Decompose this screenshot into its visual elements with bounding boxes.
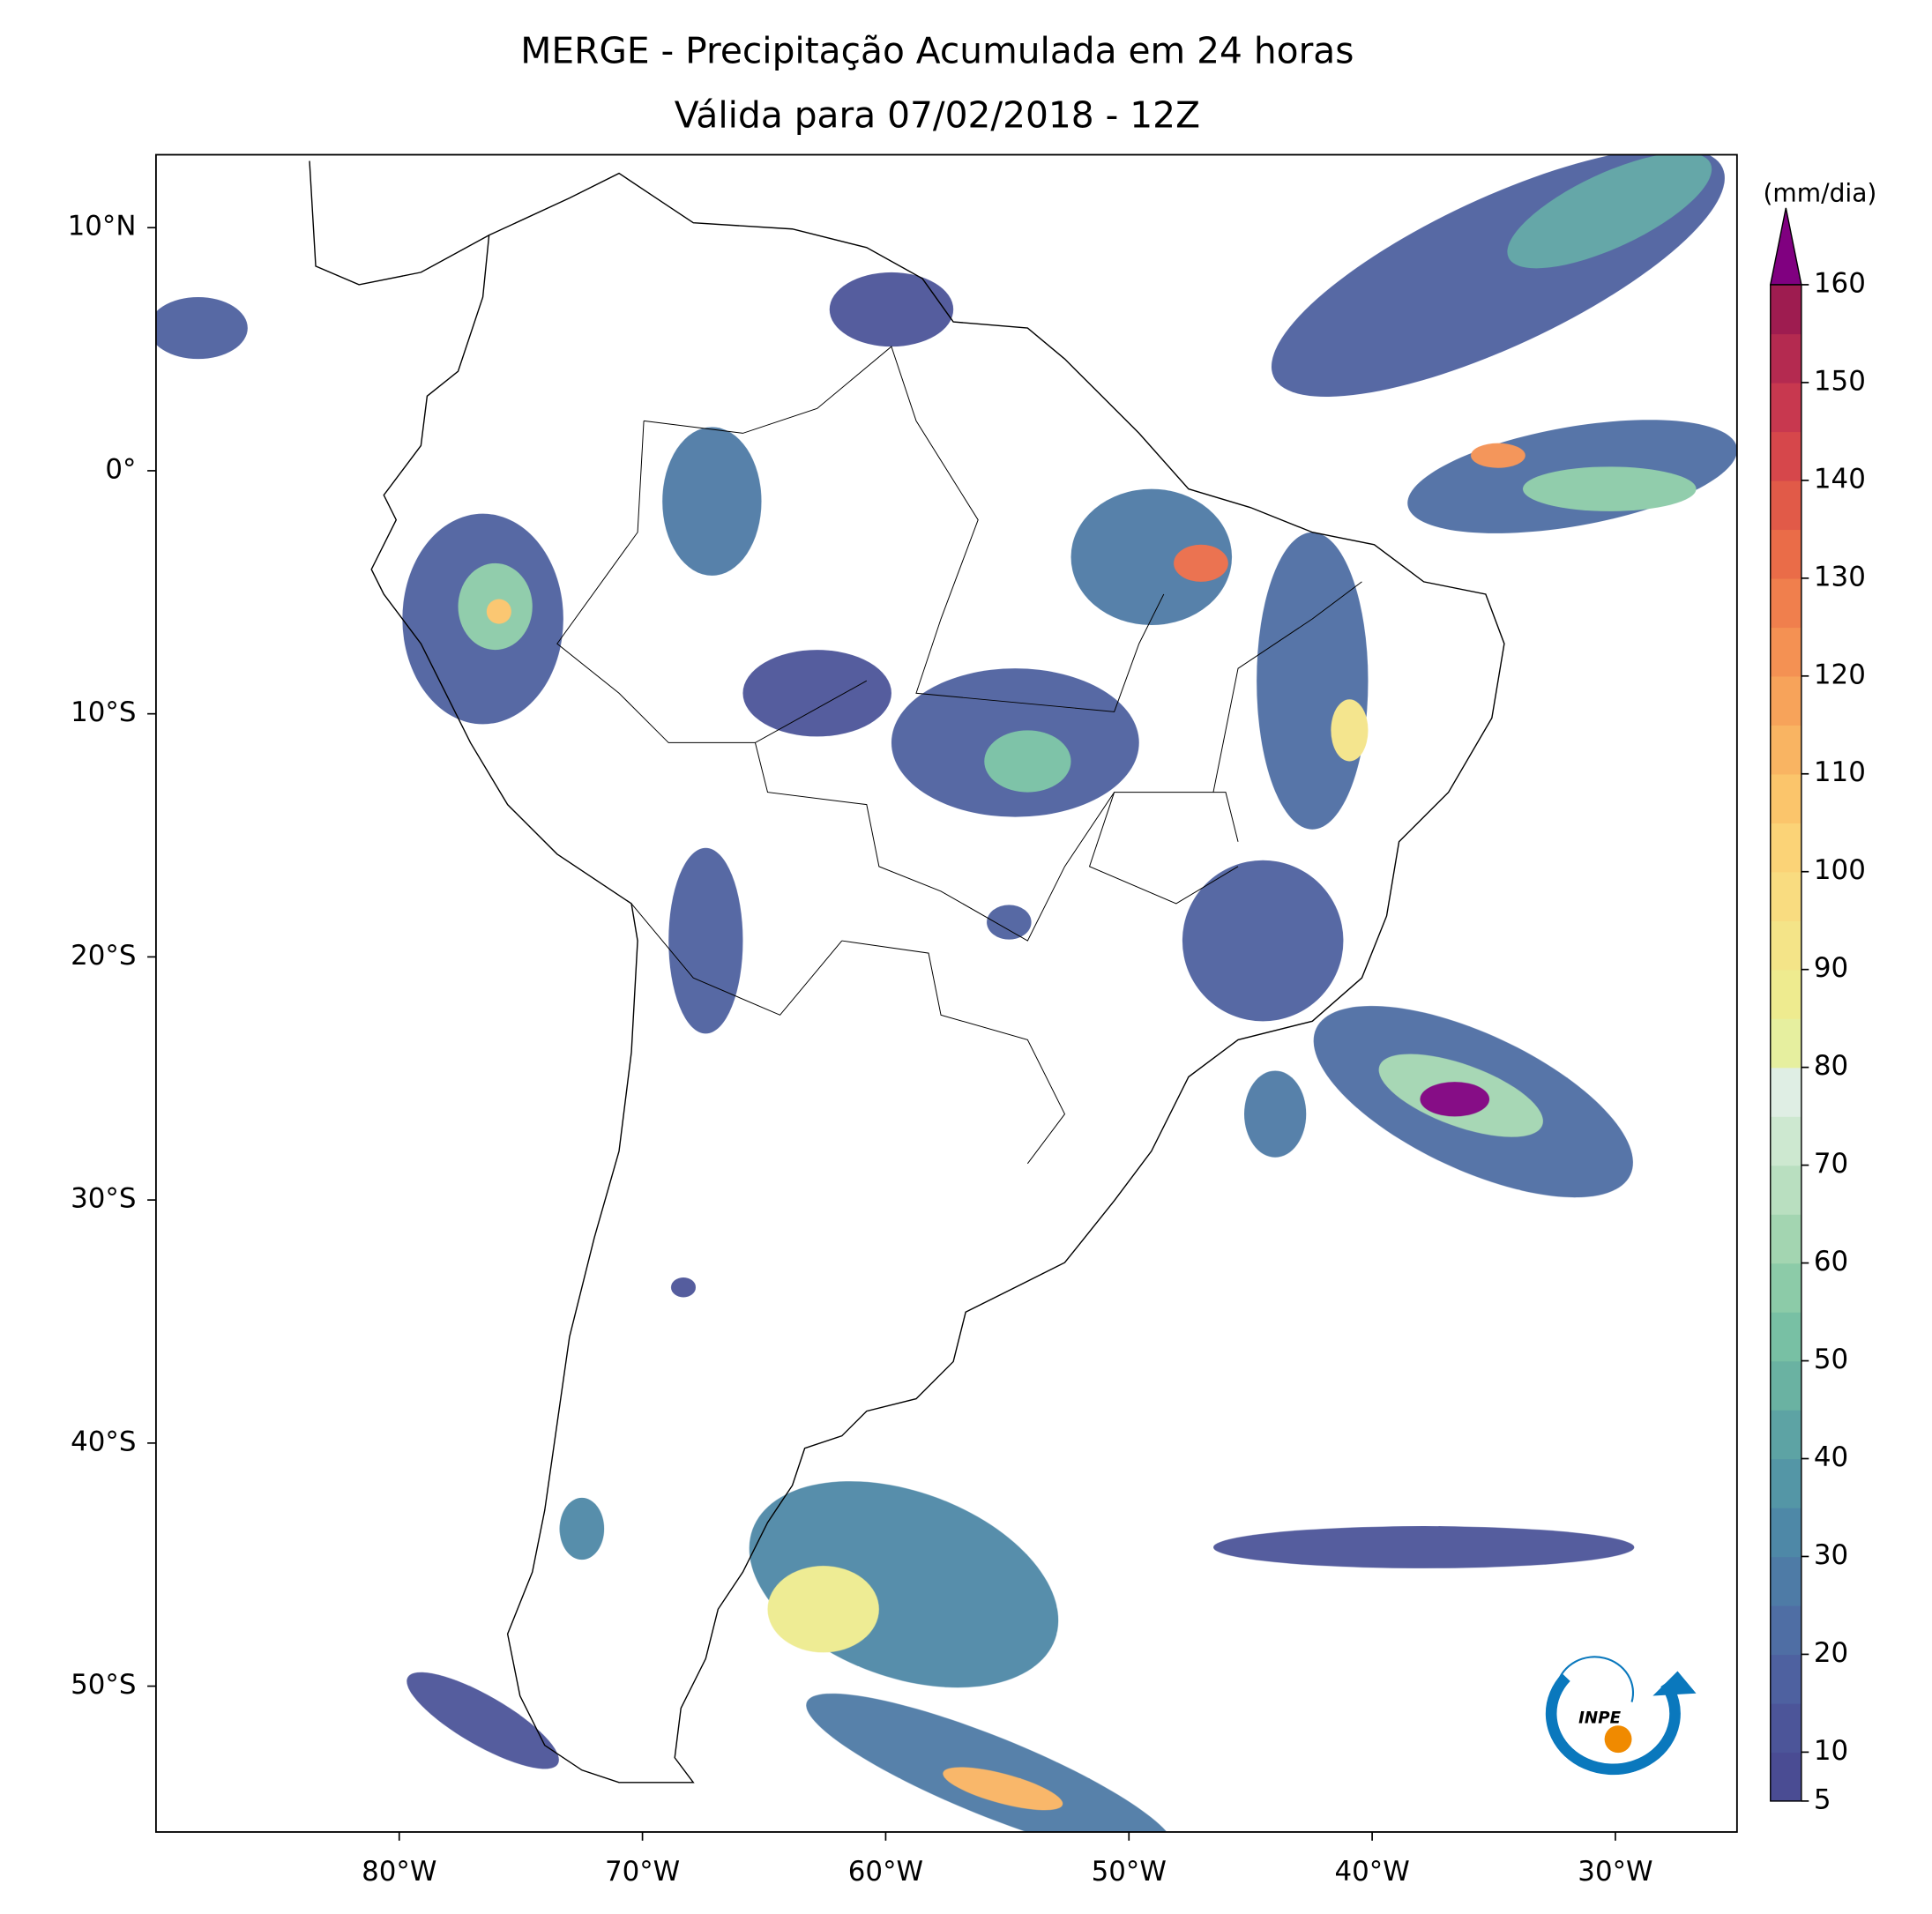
colorbar-tick-label: 130 [1814,561,1866,592]
map-area: INPE [155,154,1737,1832]
colorbar-band [1770,871,1801,921]
colorbar-band [1770,431,1801,481]
colorbar-tick-label: 110 [1814,756,1866,788]
colorbar-band [1770,1312,1801,1362]
colorbar-band [1770,725,1801,775]
colorbar-band [1770,382,1801,433]
colorbar-band [1770,480,1801,531]
colorbar-band [1770,1556,1801,1606]
title: MERGE - Precipitação Acumulada em 24 hor… [520,29,1354,71]
colorbar-band [1770,529,1801,579]
x-tick-label: 70°W [605,1856,680,1888]
colorbar-band [1770,823,1801,873]
y-tick-label: 10°S [71,696,136,728]
subtitle: Válida para 07/02/2018 - 12Z [675,93,1200,136]
colorbar-frame [1770,284,1802,1802]
colorbar-tick-label: 60 [1814,1246,1848,1277]
colorbar-tick-label: 140 [1814,463,1866,495]
colorbar-tick-label: 120 [1814,659,1866,690]
colorbar-tick-label: 20 [1814,1637,1848,1669]
colorbar-band [1770,1410,1801,1460]
colorbar-tick-label: 30 [1814,1539,1848,1571]
colorbar-band [1770,920,1801,971]
colorbar-band [1770,1214,1801,1264]
colorbar-tick-label: 80 [1814,1050,1848,1082]
colorbar-tick-label: 40 [1814,1441,1848,1473]
plot-frame [154,153,1738,1833]
colorbar-band [1770,1018,1801,1069]
colorbar-band [1770,675,1801,726]
colorbar-band [1770,969,1801,1019]
y-tick-label: 0° [105,453,136,485]
colorbar-band [1770,333,1801,384]
colorbar-tick-label: 70 [1814,1148,1848,1180]
colorbar-band [1770,1702,1801,1754]
logo: INPE [1545,1656,1697,1776]
colorbar-band [1770,1067,1801,1117]
colorbar-band [1770,1360,1801,1411]
y-tick-label: 30°S [71,1183,136,1215]
colorbar-tick-label: 10 [1814,1735,1848,1767]
colorbar-band [1770,577,1801,629]
y-tick-label: 50°S [71,1669,136,1701]
precipitation [155,154,1737,1832]
x-tick-label: 50°W [1092,1856,1167,1888]
colorbar-tick-label: 50 [1814,1344,1848,1375]
x-tick-label: 40°W [1334,1856,1409,1888]
logo-text: INPE [1578,1709,1621,1727]
colorbar-band [1770,1605,1801,1656]
borders [556,346,1362,1165]
colorbar-band [1770,284,1801,335]
colorbar-band [1770,773,1801,823]
colorbar-tick-label: 5 [1814,1784,1831,1815]
colorbar-extension [1769,207,1802,286]
x-tick-label: 60°W [848,1856,923,1888]
colorbar-tick-label: 100 [1814,854,1866,886]
colorbar-band [1770,1165,1801,1215]
y-tick-label: 10°N [68,211,137,242]
x-tick-label: 80°W [362,1856,436,1888]
colorbar-band [1770,1507,1801,1558]
coastline [309,160,1505,1784]
colorbar-label: (mm/dia) [1763,178,1876,207]
colorbar-tick-label: 160 [1814,267,1866,299]
colorbar-band [1770,1752,1801,1802]
colorbar-tick-label: 150 [1814,365,1866,397]
colorbar-band [1770,1262,1801,1313]
colorbar-band [1770,1116,1801,1166]
y-tick-label: 20°S [71,940,136,972]
colorbar-band [1770,1458,1801,1508]
colorbar-tick-label: 90 [1814,952,1848,984]
x-tick-label: 30°W [1578,1856,1652,1888]
colorbar-band [1770,1654,1801,1704]
y-tick-label: 40°S [71,1426,136,1457]
colorbar-band [1770,627,1801,677]
